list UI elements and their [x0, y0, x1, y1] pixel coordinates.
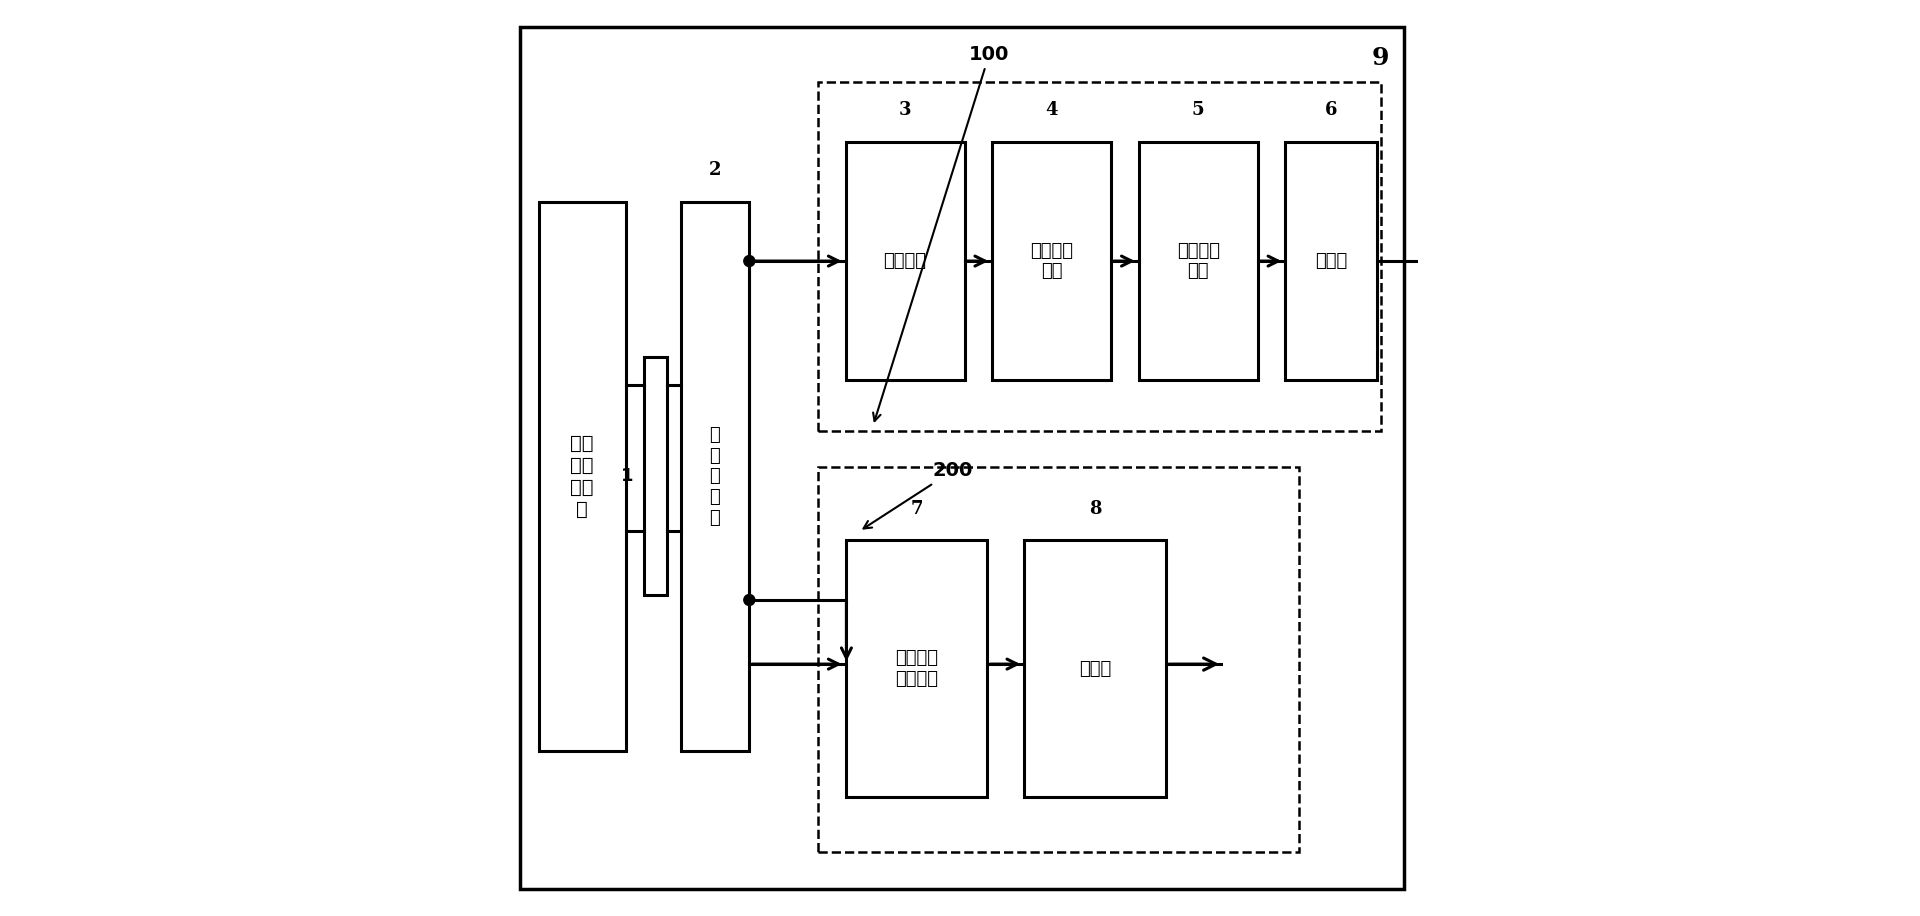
- Text: 2: 2: [708, 160, 722, 179]
- Circle shape: [743, 256, 755, 267]
- Bar: [845, 142, 964, 380]
- Bar: [1139, 142, 1258, 380]
- Text: 比较器: 比较器: [1079, 660, 1112, 678]
- Bar: [1284, 142, 1377, 380]
- Bar: [643, 357, 666, 595]
- Text: 9: 9: [1371, 46, 1388, 70]
- Text: 3: 3: [899, 101, 912, 119]
- Text: 比较器: 比较器: [1315, 252, 1348, 270]
- Text: 4: 4: [1044, 101, 1058, 119]
- Text: 励磁
机励
磁电
路: 励磁 机励 磁电 路: [570, 434, 593, 518]
- Text: 低通滤波
放大电路: 低通滤波 放大电路: [895, 649, 939, 688]
- Text: 隔直电路: 隔直电路: [883, 252, 927, 270]
- Text: 差
分
放
大
器: 差 分 放 大 器: [710, 426, 720, 527]
- Text: 1: 1: [622, 467, 634, 485]
- Bar: [845, 540, 987, 797]
- Bar: [540, 202, 626, 751]
- Text: 线性放大
电路: 线性放大 电路: [1031, 242, 1073, 280]
- Bar: [680, 202, 749, 751]
- Bar: [993, 142, 1112, 380]
- Text: 6: 6: [1325, 101, 1336, 119]
- Text: 5: 5: [1192, 101, 1204, 119]
- Text: 8: 8: [1089, 499, 1102, 518]
- Text: 7: 7: [910, 499, 924, 518]
- Circle shape: [743, 594, 755, 605]
- Text: 整流滤波
电路: 整流滤波 电路: [1177, 242, 1219, 280]
- Text: 100: 100: [874, 45, 1010, 421]
- Text: 200: 200: [864, 462, 973, 529]
- FancyBboxPatch shape: [520, 27, 1404, 889]
- Bar: [1023, 540, 1165, 797]
